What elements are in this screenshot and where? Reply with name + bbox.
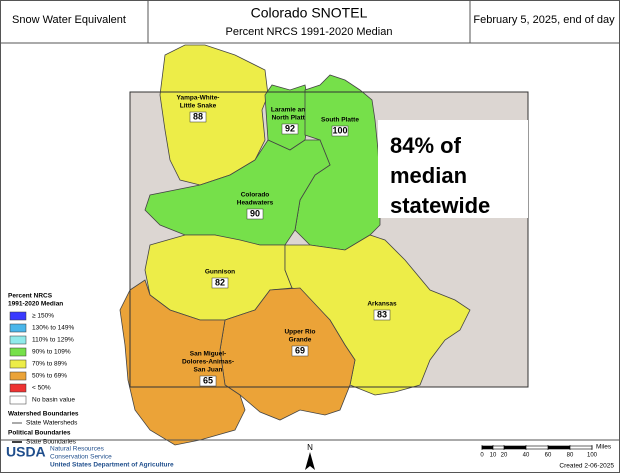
- agency: Natural Resources: [50, 446, 105, 453]
- legend-label: 70% to 89%: [32, 361, 67, 368]
- legend-label: No basin value: [32, 397, 75, 404]
- scale-label: 100: [587, 453, 598, 459]
- created: Created 2-06-2025: [559, 463, 614, 470]
- basin-label: San Miguel-: [190, 351, 226, 358]
- value-box: [246, 208, 264, 220]
- scale-label: 40: [523, 453, 530, 459]
- basin: [159, 44, 269, 186]
- legend-swatch: [9, 395, 27, 405]
- north-label: N: [307, 443, 313, 452]
- basin-value: 65: [203, 375, 213, 385]
- legend-label: 130% to 149%: [32, 325, 75, 332]
- basin-label: Colorado: [241, 192, 270, 199]
- value-box: [281, 123, 299, 135]
- basin-label: Laramie and: [271, 107, 309, 114]
- usda-logo: USDA: [6, 444, 46, 460]
- title: Colorado SNOTEL: [251, 5, 368, 21]
- subtitle: Percent NRCS 1991-2020 Median: [226, 26, 393, 38]
- basin-value: 82: [215, 277, 225, 287]
- basin-label: South Platte: [321, 117, 359, 124]
- statewide: 84% of median statewide: [390, 133, 490, 218]
- basin-value: 90: [250, 208, 260, 218]
- value-box: [373, 309, 391, 321]
- legend-swatch: [9, 359, 27, 369]
- basin-label: Upper Rio: [284, 329, 315, 336]
- statewide-text: median: [390, 163, 467, 188]
- statewide-text: statewide: [390, 193, 490, 218]
- legend-label: 90% to 109%: [32, 349, 71, 356]
- value-box: [291, 345, 309, 357]
- basin-label: Headwaters: [237, 200, 274, 207]
- basin-label: Gunnison: [205, 269, 235, 276]
- legend-label: 50% to 69%: [32, 373, 67, 380]
- statewide-text: 84% of: [390, 133, 462, 158]
- scale-segment: [504, 446, 526, 449]
- value-box: [199, 375, 217, 387]
- legend-swatch: [9, 335, 27, 345]
- scale-segment: [482, 446, 493, 449]
- statewide-box: [378, 120, 528, 218]
- basin-label: Arkansas: [367, 301, 397, 308]
- legend-swatch: [9, 323, 27, 333]
- basin-label: North Platte: [272, 115, 309, 122]
- legend-title: Political Boundaries: [8, 430, 71, 437]
- basin-value: 92: [285, 123, 295, 133]
- legend-label: < 50%: [32, 385, 51, 392]
- scale-label: 0: [480, 453, 484, 459]
- basin-label: San Juan: [194, 367, 223, 374]
- basin-label: Yampa-White-: [177, 95, 220, 102]
- legend-title: Watershed Boundaries: [8, 411, 79, 418]
- scale-label: 80: [567, 453, 574, 459]
- legend-swatch: [9, 311, 27, 321]
- scale-unit: Miles: [596, 444, 612, 451]
- basin: [144, 139, 331, 246]
- department: United States Department of Agriculture: [50, 462, 174, 469]
- legend-label: State Watersheds: [26, 420, 78, 427]
- scale-label: 10: [490, 453, 497, 459]
- basin-value: 83: [377, 309, 387, 319]
- basin-label: Dolores-Animas-: [182, 359, 234, 366]
- north-arrow: [305, 452, 315, 470]
- basin-label: Little Snake: [180, 103, 217, 110]
- value-box: [189, 111, 207, 123]
- basin-label: Grande: [289, 337, 312, 344]
- legend-label: ≥ 150%: [32, 313, 54, 320]
- legend-title: 1991-2020 Median: [8, 301, 63, 308]
- basin-value: 88: [193, 111, 203, 121]
- value-box: [211, 277, 229, 289]
- state-boundary: [129, 91, 529, 388]
- legend-title: Percent NRCS: [8, 293, 53, 300]
- scale-label: 60: [545, 453, 552, 459]
- basin-value: 100: [332, 125, 347, 135]
- value-box: [331, 125, 349, 137]
- date: February 5, 2025, end of day: [473, 14, 615, 26]
- basin: [119, 279, 246, 446]
- header-left: Snow Water Equivalent: [12, 14, 126, 26]
- scale-label: 20: [501, 453, 508, 459]
- scale-segment: [548, 446, 570, 449]
- agency: Conservation Service: [50, 454, 112, 461]
- basin-value: 69: [295, 345, 305, 355]
- legend-swatch: [9, 347, 27, 357]
- legend-label: 110% to 129%: [32, 337, 74, 344]
- legend-label: State Boundaries: [26, 439, 77, 446]
- legend-swatch: [9, 383, 27, 393]
- scale-bar: [481, 445, 593, 450]
- legend-swatch: [9, 371, 27, 381]
